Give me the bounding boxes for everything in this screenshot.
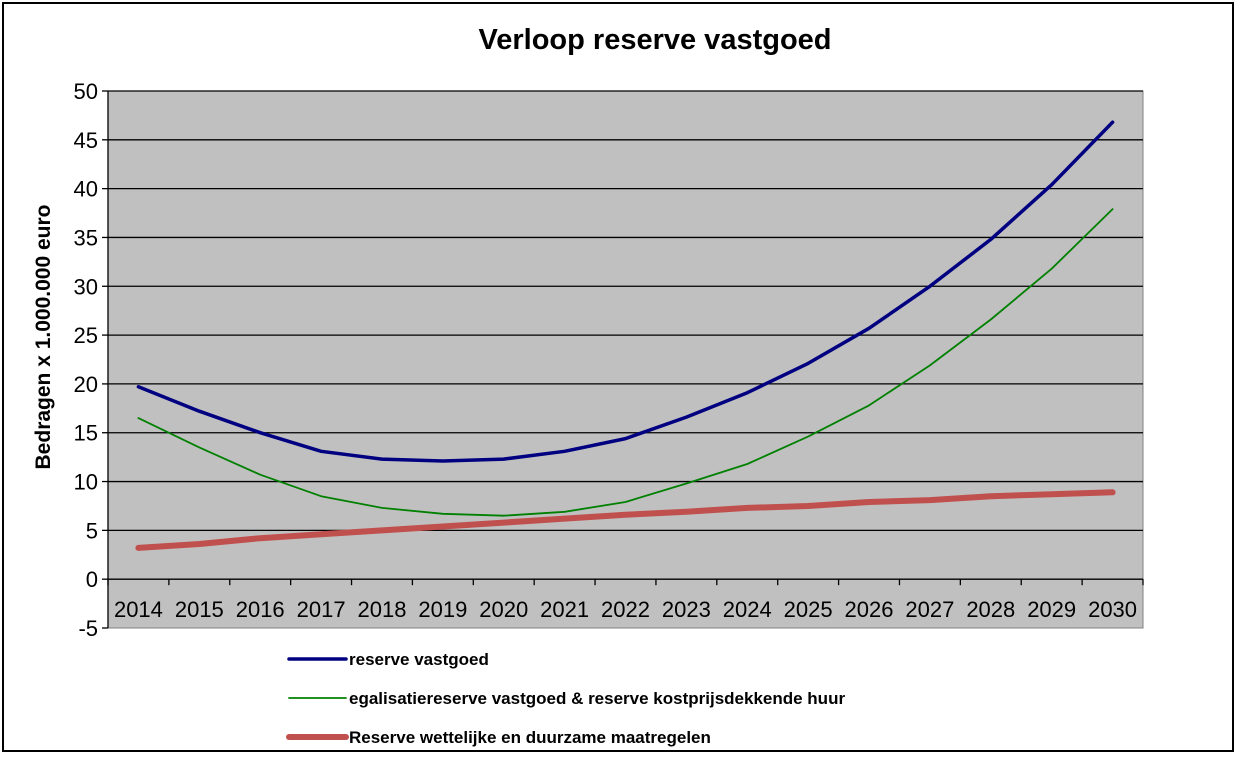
x-tick-label: 2021: [540, 597, 589, 622]
x-tick-label: 2030: [1088, 597, 1137, 622]
x-tick-label: 2022: [601, 597, 650, 622]
y-tick-label: 25: [74, 323, 98, 348]
x-tick-label: 2026: [845, 597, 894, 622]
x-tick-label: 2025: [784, 597, 833, 622]
legend-label-2: egalisatiereserve vastgoed & reserve kos…: [349, 689, 845, 708]
y-tick-labels: -5 0 5 10 15 20 25 30 35 40 45 50: [74, 79, 98, 641]
y-tick-label: 40: [74, 177, 98, 202]
x-tick-label: 2020: [479, 597, 528, 622]
y-tick-label: 30: [74, 274, 98, 299]
chart-title: Verloop reserve vastgoed: [479, 24, 832, 56]
y-tick-label: 5: [86, 518, 98, 543]
y-tick-label: 20: [74, 372, 98, 397]
x-tick-label: 2024: [723, 597, 772, 622]
x-tick-labels: 2014 2015 2016 2017 2018 2019 2020 2021 2022 2023…: [114, 597, 1137, 622]
y-tick-label: 35: [74, 225, 98, 250]
legend: reserve vastgoed egalisatiereserve vastgo…: [286, 650, 845, 747]
x-tick-label: 2018: [357, 597, 406, 622]
plot-area: [107, 90, 1144, 629]
legend-label-1: reserve vastgoed: [349, 650, 489, 669]
x-tick-label: 2014: [114, 597, 163, 622]
series-lines: [135, 120, 1116, 551]
y-tick-label: -5: [78, 616, 98, 641]
x-tick-label: 2019: [418, 597, 467, 622]
x-tick-label: 2015: [175, 597, 224, 622]
y-tick-label: 45: [74, 128, 98, 153]
x-tick-label: 2016: [236, 597, 285, 622]
series-line-2: [137, 208, 1114, 517]
y-tick-label: 0: [86, 567, 98, 592]
y-tick-label: 50: [74, 79, 98, 104]
x-tick-label: 2017: [297, 597, 346, 622]
x-tick-label: 2027: [905, 597, 954, 622]
legend-label-3: Reserve wettelijke en duurzame maatregel…: [349, 728, 711, 747]
axes: [102, 90, 1144, 629]
x-tick-label: 2028: [966, 597, 1015, 622]
y-tick-label: 15: [74, 421, 98, 446]
x-tick-label: 2029: [1027, 597, 1076, 622]
y-tick-label: 10: [74, 470, 98, 495]
y-axis-label: Bedragen x 1.000.000 euro: [32, 205, 55, 470]
line-chart: Verloop reserve vastgoed -50510152025303…: [32, 24, 1144, 747]
series-line-3: [135, 489, 1116, 551]
x-tick-label: 2023: [662, 597, 711, 622]
series-line-1: [136, 120, 1115, 463]
